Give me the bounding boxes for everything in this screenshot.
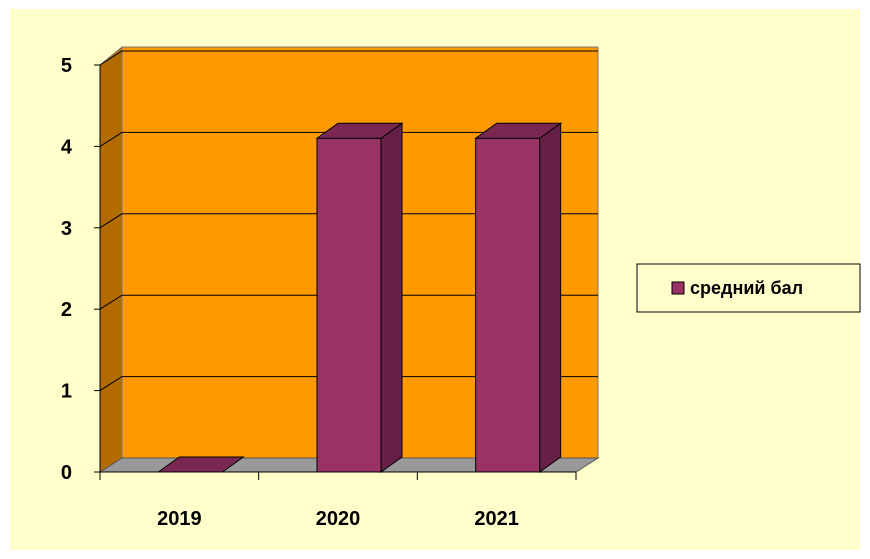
gridline [99,376,598,392]
legend: средний бал [636,263,861,313]
y-tick-label: 3 [61,218,72,240]
gridline [99,213,598,229]
bar [315,122,404,473]
bar-side [539,122,562,473]
x-axis: 2019 2020 2021 [99,471,577,530]
gridline [99,294,598,310]
x-tick-label: 2021 [474,508,519,530]
x-tick-label: 2019 [157,508,202,530]
bar-top [156,456,245,473]
plot-side-wall [99,45,123,473]
y-tick-label: 5 [61,55,72,77]
bar-top [474,122,563,139]
gridline [99,131,598,147]
y-axis: 0 1 2 3 4 5 [61,55,101,484]
x-tick-label: 2020 [316,508,361,530]
bar-series [156,122,563,473]
y-tick-label: 2 [61,299,72,321]
y-tick-label: 1 [61,381,72,403]
y-tick-label: 4 [61,136,73,158]
bar [474,122,563,473]
bar-front [316,137,382,473]
bar-side [380,122,403,473]
bar-front [475,137,541,473]
bar-top [315,122,404,139]
gridlines [99,50,598,392]
y-tick-label: 0 [61,462,72,484]
legend-swatch [671,281,685,295]
gridline [99,50,598,66]
bar [156,456,245,473]
legend-label: средний бал [690,278,803,298]
